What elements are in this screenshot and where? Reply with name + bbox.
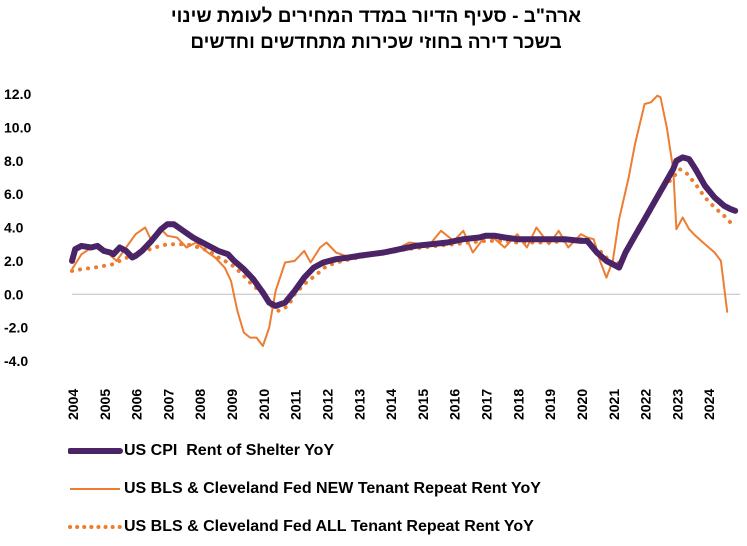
x-tick-label: 2005 — [97, 389, 113, 420]
x-tick-label: 2017 — [479, 389, 495, 420]
x-tick-label: 2022 — [638, 389, 654, 420]
x-tick-label: 2021 — [606, 389, 622, 420]
x-tick-label: 2013 — [351, 389, 367, 420]
x-tick-label: 2007 — [160, 389, 176, 420]
x-tick-label: 2019 — [542, 389, 558, 420]
x-tick-label: 2011 — [288, 389, 304, 420]
x-tick-label: 2008 — [192, 389, 208, 420]
y-tick-label: 0.0 — [4, 286, 24, 302]
y-tick-labels: 12.0 10.0 8.0 6.0 4.0 2.0 0.0 -2.0 -4.0 — [4, 86, 31, 369]
x-tick-label: 2018 — [510, 389, 526, 420]
y-tick-label: 2.0 — [4, 253, 24, 269]
y-tick-label: 4.0 — [4, 220, 24, 236]
x-tick-label: 2006 — [129, 389, 145, 420]
y-tick-label: 8.0 — [4, 153, 24, 169]
x-tick-labels: 2004 2005 2006 2007 2008 2009 2010 2011 2012 2013… — [65, 389, 717, 420]
legend-swatch-thick — [68, 444, 124, 458]
legend-label: US CPI Rent of Shelter YoY — [124, 442, 334, 460]
x-tick-label: 2004 — [65, 389, 81, 420]
y-tick-label: -2.0 — [4, 320, 28, 336]
x-tick-label: 2012 — [319, 389, 335, 420]
x-tick-label: 2015 — [415, 389, 431, 420]
y-tick-label: 6.0 — [4, 186, 24, 202]
legend-label: US BLS & Cleveland Fed NEW Tenant Repeat… — [124, 480, 541, 498]
x-tick-label: 2024 — [701, 389, 717, 420]
x-tick-label: 2016 — [447, 389, 463, 420]
series-cpi-shelter-line — [72, 157, 735, 306]
legend-item-cpi-shelter: US CPI Rent of Shelter YoY — [68, 432, 728, 470]
chart-plot: 12.0 10.0 8.0 6.0 4.0 2.0 0.0 -2.0 -4.0 2004 2005… — [0, 0, 747, 430]
legend-item-all-tenant: US BLS & Cleveland Fed ALL Tenant Repeat… — [68, 508, 728, 546]
chart-legend: US CPI Rent of Shelter YoY US BLS & Clev… — [68, 432, 728, 546]
legend-label: US BLS & Cleveland Fed ALL Tenant Repeat… — [124, 518, 534, 536]
x-tick-label: 2023 — [669, 389, 685, 420]
y-tick-label: 10.0 — [4, 119, 31, 135]
y-tick-label: -4.0 — [4, 353, 28, 369]
x-tick-label: 2020 — [574, 389, 590, 420]
x-tick-label: 2009 — [224, 389, 240, 420]
legend-item-new-tenant: US BLS & Cleveland Fed NEW Tenant Repeat… — [68, 470, 728, 508]
series-new-tenant-line — [72, 96, 727, 346]
y-tick-label: 12.0 — [4, 86, 31, 102]
series-layer — [72, 96, 735, 346]
x-tick-label: 2010 — [256, 389, 272, 420]
legend-swatch-dotted — [68, 520, 124, 534]
x-tick-label: 2014 — [383, 389, 399, 420]
legend-swatch-thin — [68, 482, 124, 496]
